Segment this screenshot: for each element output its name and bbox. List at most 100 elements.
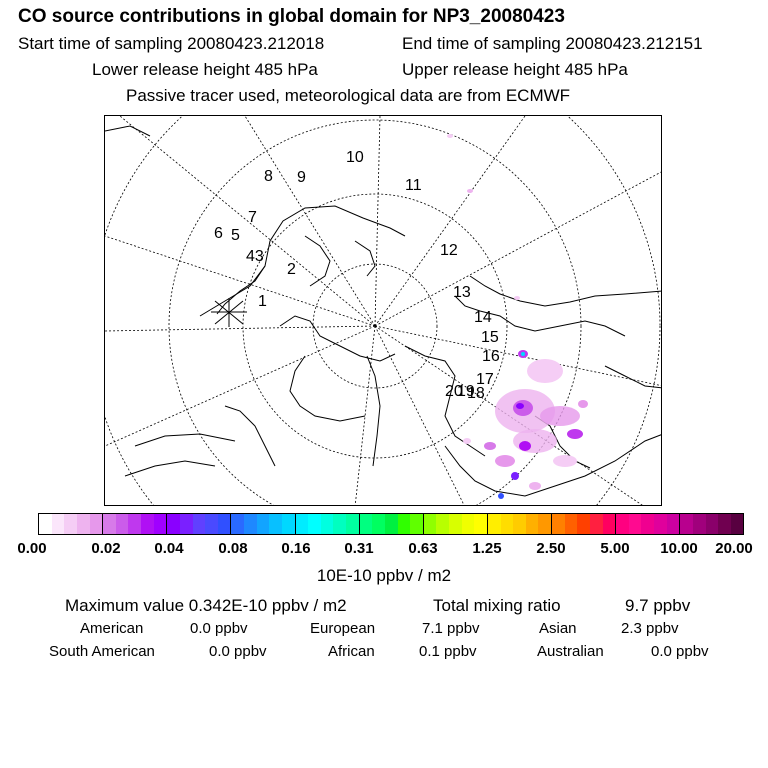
day-label-18: 18: [467, 385, 485, 402]
colorbar-tick-11: 20.00: [715, 540, 753, 557]
colorbar-swatch: [39, 514, 52, 534]
release-site-cross: [211, 298, 247, 327]
tracer-note: Passive tracer used, meteorological data…: [126, 86, 571, 105]
asian-value: 2.3 ppbv: [621, 620, 679, 637]
colorbar-swatch: [179, 514, 193, 534]
colorbar-swatch: [641, 514, 654, 534]
upper-release-label: Upper release height 485 hPa: [402, 60, 628, 79]
coastlines: [105, 125, 661, 497]
australian-value: 0.0 ppbv: [651, 643, 709, 660]
australian-label: Australian: [537, 643, 604, 660]
day-label-12: 12: [440, 242, 458, 259]
latitude-circle-60: [168, 119, 582, 505]
day-label-10: 10: [346, 149, 364, 166]
colorbar-swatch: [89, 514, 104, 534]
colorbar-swatch: [51, 514, 65, 534]
colorbar-swatch: [449, 514, 462, 534]
day-label-5: 5: [231, 227, 240, 244]
day-labels: 1 2 43 5 6 7 8 9 10 11 12 13 14 15 16 17…: [214, 149, 500, 402]
african-value: 0.1 ppbv: [419, 643, 477, 660]
lower-release-label: Lower release height 485 hPa: [92, 60, 318, 79]
day-label-2: 2: [287, 261, 296, 278]
colorbar-swatch: [692, 514, 706, 534]
colorbar-swatch: [372, 514, 385, 534]
colorbar-tick-8: 2.50: [536, 540, 566, 557]
polar-map: 1 2 43 5 6 7 8 9 10 11 12 13 14 15 16 17…: [104, 115, 662, 506]
colorbar-swatch: [474, 514, 488, 534]
colorbar-swatch: [167, 514, 180, 534]
colorbar-tick-6: 0.63: [408, 540, 438, 557]
colorbar-swatch: [217, 514, 232, 534]
day-label-19: 19: [457, 383, 475, 400]
colorbar-swatch: [552, 514, 565, 534]
colorbar-swatch: [103, 514, 116, 534]
colorbar-swatch: [538, 514, 552, 534]
day-label-17: 17: [476, 371, 494, 388]
meridians: [105, 116, 661, 505]
colorbar-swatch: [231, 514, 244, 534]
colorbar-swatch: [577, 514, 590, 534]
day-label-13: 13: [453, 284, 471, 301]
colorbar-swatch: [64, 514, 77, 534]
day-label-9: 9: [297, 169, 306, 186]
colorbar-swatch: [333, 514, 346, 534]
colorbar-swatch: [397, 514, 411, 534]
european-label: European: [310, 620, 376, 637]
day-label-6: 6: [214, 225, 223, 242]
colorbar: [38, 513, 744, 535]
colorbar-swatch: [730, 514, 744, 534]
colorbar-swatch: [346, 514, 360, 534]
day-label-20: 20: [445, 383, 463, 400]
colorbar-swatch: [461, 514, 475, 534]
colorbar-swatch: [244, 514, 257, 534]
colorbar-swatch: [76, 514, 90, 534]
map-canvas: 1 2 43 5 6 7 8 9 10 11 12 13 14 15 16 17…: [105, 116, 661, 505]
south-american-value: 0.0 ppbv: [209, 643, 267, 660]
colorbar-swatch: [628, 514, 642, 534]
colorbar-swatch: [410, 514, 424, 534]
colorbar-swatch: [141, 514, 154, 534]
colorbar-tick-3: 0.08: [218, 540, 248, 557]
total-mixing-ratio-value: 9.7 ppbv: [625, 596, 691, 615]
colorbar-swatch: [295, 514, 309, 534]
colorbar-swatch: [423, 514, 437, 534]
colorbar-swatch: [525, 514, 539, 534]
colorbar-swatch: [654, 514, 667, 534]
day-label-7: 7: [248, 209, 257, 226]
colorbar-swatch: [384, 514, 398, 534]
colorbar-swatch: [718, 514, 731, 534]
colorbar-swatch: [487, 514, 501, 534]
plot-title: CO source contributions in global domain…: [18, 6, 565, 27]
colorbar-swatch: [308, 514, 321, 534]
colorbar-tick-10: 10.00: [660, 540, 698, 557]
european-value: 7.1 ppbv: [422, 620, 480, 637]
co-plume: [447, 134, 588, 499]
colorbar-swatch: [680, 514, 693, 534]
day-label-16: 16: [482, 348, 500, 365]
day-label-43: 43: [246, 248, 264, 265]
colorbar-swatch: [320, 514, 334, 534]
american-value: 0.0 ppbv: [190, 620, 248, 637]
asian-label: Asian: [539, 620, 577, 637]
maximum-value: Maximum value 0.342E-10 ppbv / m2: [65, 596, 347, 615]
colorbar-swatch: [192, 514, 206, 534]
day-label-8: 8: [264, 168, 273, 185]
colorbar-swatch: [115, 514, 129, 534]
latitude-circle-80: [312, 263, 438, 389]
colorbar-swatch: [500, 514, 514, 534]
start-time-label: Start time of sampling 20080423.212018: [18, 34, 325, 53]
colorbar-tick-1: 0.02: [91, 540, 121, 557]
colorbar-swatch: [513, 514, 526, 534]
south-american-label: South American: [49, 643, 155, 660]
latitude-circle-50: [105, 116, 661, 505]
colorbar-swatch: [616, 514, 629, 534]
american-label: American: [80, 620, 144, 637]
colorbar-swatch: [256, 514, 270, 534]
colorbar-swatch: [269, 514, 282, 534]
colorbar-tick-2: 0.04: [154, 540, 184, 557]
colorbar-tick-4: 0.16: [281, 540, 311, 557]
end-time-label: End time of sampling 20080423.212151: [402, 34, 703, 53]
colorbar-swatch: [436, 514, 449, 534]
colorbar-tick-0: 0.00: [17, 540, 47, 557]
day-label-15: 15: [481, 329, 499, 346]
